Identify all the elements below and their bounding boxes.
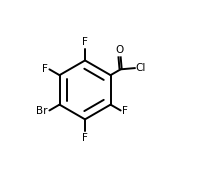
Text: Cl: Cl (136, 63, 146, 73)
Text: F: F (82, 37, 88, 47)
Text: F: F (82, 133, 88, 143)
Text: Br: Br (36, 106, 48, 116)
Text: O: O (115, 44, 124, 55)
Text: F: F (42, 64, 48, 74)
Text: F: F (122, 106, 128, 116)
